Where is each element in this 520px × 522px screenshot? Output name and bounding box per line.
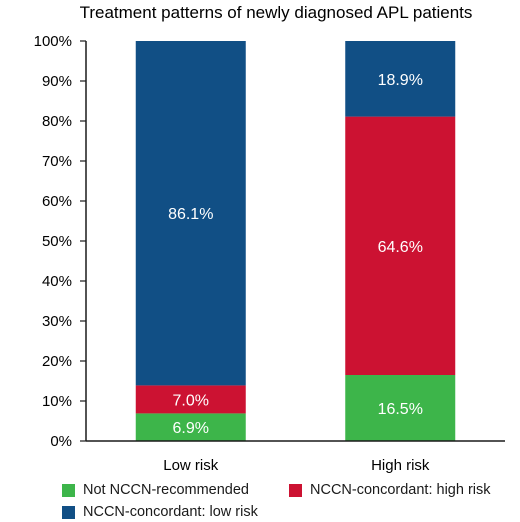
x-category-label: Low risk	[163, 457, 219, 474]
y-tick-label: 20%	[42, 353, 72, 370]
y-tick-label: 60%	[42, 193, 72, 210]
y-axis-ticks: 0% 10% 20% 30% 40% 50% 60% 70% 80% 90% 100%	[34, 33, 86, 450]
bar-segment	[345, 116, 456, 375]
bar-segment	[135, 41, 246, 386]
legend-item-not-recommended: Not NCCN-recommended	[62, 482, 249, 498]
x-axis-categories: Low risk High risk	[163, 457, 430, 474]
y-tick-label: 40%	[42, 273, 72, 290]
bar-data-label: 18.9%	[378, 72, 423, 89]
y-tick-label: 10%	[42, 393, 72, 410]
legend-swatch	[62, 483, 75, 497]
y-tick-label: 0%	[50, 433, 72, 450]
bar-data-label: 6.9%	[173, 420, 209, 437]
bar-data-label: 7.0%	[173, 392, 209, 409]
bar-data-label: 64.6%	[378, 239, 423, 256]
legend-swatch	[289, 483, 302, 497]
bar-segment	[135, 413, 246, 441]
y-tick-label: 90%	[42, 73, 72, 90]
bar-segment	[135, 385, 246, 414]
stacked-bar-chart: Treatment patterns of newly diagnosed AP…	[34, 3, 505, 474]
legend-item-high-risk: NCCN-concordant: high risk	[289, 482, 491, 498]
y-tick-label: 30%	[42, 313, 72, 330]
y-tick-label: 100%	[34, 33, 72, 50]
bar-data-label: 16.5%	[378, 401, 423, 418]
legend-label: NCCN-concordant: low risk	[83, 504, 258, 520]
x-category-label: High risk	[371, 457, 430, 474]
y-tick-label: 70%	[42, 153, 72, 170]
chart-title: Treatment patterns of newly diagnosed AP…	[80, 3, 473, 22]
bars: 6.9% 7.0% 86.1% 16.5% 64.6% 18.9%	[135, 41, 456, 441]
legend: Not NCCN-recommended NCCN-concordant: hi…	[62, 480, 512, 520]
bar-data-label: 86.1%	[168, 206, 213, 223]
legend-label: Not NCCN-recommended	[83, 482, 249, 498]
bar-segment	[345, 41, 456, 117]
legend-swatch	[62, 505, 75, 519]
legend-label: NCCN-concordant: high risk	[310, 482, 491, 498]
y-tick-label: 80%	[42, 113, 72, 130]
bar-segment	[345, 375, 456, 441]
legend-item-low-risk: NCCN-concordant: low risk	[62, 504, 258, 520]
y-tick-label: 50%	[42, 233, 72, 250]
